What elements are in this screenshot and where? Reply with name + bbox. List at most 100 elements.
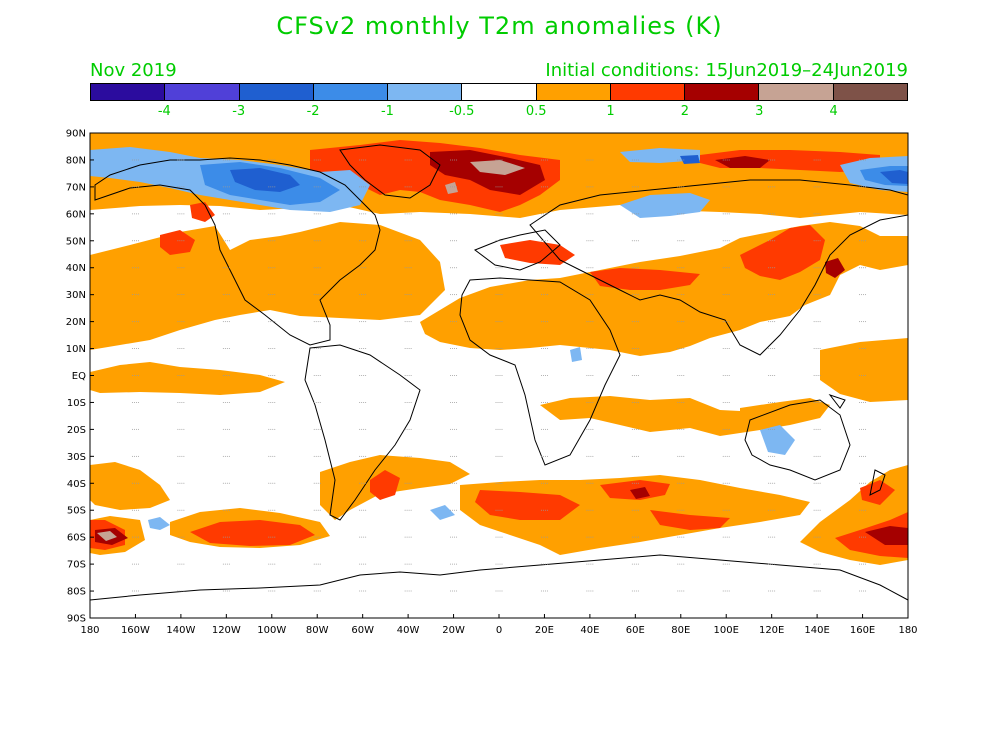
grid-dot [722, 482, 724, 484]
grid-dot [546, 482, 548, 484]
grid-dot [408, 509, 410, 511]
grid-dot [408, 375, 410, 376]
grid-dot [865, 240, 867, 242]
color-legend [90, 83, 908, 101]
grid-dot [222, 240, 224, 242]
grid-dot [863, 482, 865, 484]
grid-dot [728, 348, 730, 350]
grid-dot [361, 428, 363, 430]
grid-dot [546, 401, 548, 403]
grid-dot [365, 213, 367, 215]
grid-dot [631, 455, 633, 457]
grid-dot [722, 267, 724, 269]
grid-dot [724, 563, 726, 565]
grid-dot [222, 455, 224, 457]
grid-dot [319, 509, 321, 511]
grid-dot [497, 348, 499, 350]
grid-dot [181, 186, 183, 188]
grid-dot [274, 536, 276, 538]
grid-dot [137, 455, 139, 457]
grid-dot [224, 375, 226, 376]
grid-dot [728, 455, 730, 457]
grid-dot [635, 375, 637, 376]
grid-dot [135, 563, 137, 565]
grid-dot [681, 455, 683, 457]
grid-dot [315, 401, 317, 403]
grid-dot [683, 348, 685, 350]
grid-dot [365, 159, 367, 161]
grid-dot [135, 375, 137, 376]
grid-dot [772, 455, 774, 457]
grid-dot [452, 509, 454, 511]
legend-cell [759, 84, 834, 100]
grid-dot [317, 294, 319, 296]
grid-dot [588, 348, 590, 350]
grid-dot [770, 482, 772, 484]
grid-dot [361, 348, 363, 350]
grid-dot [637, 267, 639, 269]
grid-dot [404, 482, 406, 484]
grid-dot [544, 213, 546, 215]
grid-dot [133, 267, 135, 269]
grid-dot [222, 509, 224, 511]
grid-dot [540, 294, 542, 296]
grid-dot [495, 294, 497, 296]
grid-dot [313, 455, 315, 457]
longitude-label: 60W [351, 625, 374, 636]
grid-dot [728, 213, 730, 215]
grid-dot [226, 294, 228, 296]
grid-dot [228, 321, 230, 323]
grid-dot [181, 213, 183, 215]
grid-dot [819, 375, 821, 376]
grid-dot [768, 240, 770, 242]
grid-dot [272, 186, 274, 188]
grid-dot [542, 348, 544, 350]
grid-dot [637, 321, 639, 323]
grid-dot [819, 186, 821, 188]
grid-dot [499, 563, 501, 565]
grid-dot [501, 159, 503, 161]
grid-dot [183, 240, 185, 242]
grid-dot [177, 482, 179, 484]
grid-dot [635, 482, 637, 484]
grid-dot [861, 428, 863, 430]
latitude-label: 40S [67, 479, 86, 490]
grid-dot [677, 213, 679, 215]
grid-dot [722, 159, 724, 161]
grid-dot [677, 348, 679, 350]
grid-dot [408, 563, 410, 565]
longitude-label: 40W [397, 625, 420, 636]
grid-dot [359, 321, 361, 323]
grid-dot [635, 294, 637, 296]
grid-dot [497, 321, 499, 323]
grid-dot [183, 536, 185, 538]
grid-dot [454, 294, 456, 296]
grid-dot [542, 267, 544, 269]
grid-dot [542, 294, 544, 296]
grid-dot [722, 348, 724, 350]
grid-dot [813, 267, 815, 269]
grid-dot [542, 186, 544, 188]
grid-dot [408, 455, 410, 457]
grid-dot [774, 590, 776, 592]
grid-dot [726, 213, 728, 215]
grid-dot [317, 401, 319, 403]
grid-dot [815, 428, 817, 430]
grid-dot [540, 159, 542, 161]
grid-dot [592, 455, 594, 457]
grid-dot [544, 401, 546, 403]
grid-dot [313, 401, 315, 403]
grid-dot [272, 294, 274, 296]
grid-dot [768, 590, 770, 592]
grid-dot [183, 401, 185, 403]
grid-dot [817, 455, 819, 457]
grid-dot [226, 267, 228, 269]
grid-dot [588, 186, 590, 188]
grid-dot [592, 482, 594, 484]
grid-dot [683, 186, 685, 188]
grid-dot [452, 267, 454, 269]
grid-dot [819, 321, 821, 323]
grid-dot [770, 294, 772, 296]
grid-dot [635, 428, 637, 430]
grid-dot [406, 536, 408, 538]
